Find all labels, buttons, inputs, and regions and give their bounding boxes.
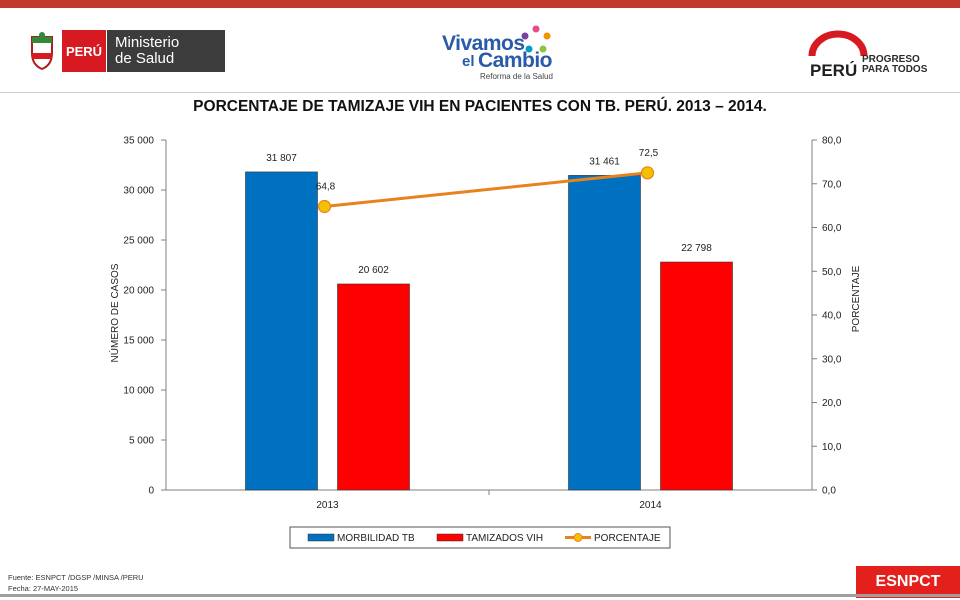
minsa-name-line1: Ministerio — [115, 34, 180, 51]
y2-axis-title: PORCENTAJE — [851, 265, 862, 332]
bar-tamizados-vih — [660, 261, 733, 491]
y-tick-label: 35 000 — [123, 136, 154, 147]
campaign-line2b: Cambio — [478, 49, 553, 72]
brand-tagline: PROGRESO PARA TODOS — [862, 55, 927, 75]
esnpct-badge: ESNPCT — [856, 566, 960, 598]
bar-data-label: 22 798 — [681, 243, 712, 254]
y2-tick-label: 20,0 — [822, 398, 842, 409]
y2-tick-label: 10,0 — [822, 442, 842, 453]
campaign-subtitle: Reforma de la Salud — [480, 72, 553, 81]
y-tick-label: 5 000 — [129, 436, 154, 447]
legend-swatch — [307, 533, 335, 542]
percentage-marker — [640, 166, 655, 180]
legend-label: MORBILIDAD TB — [337, 533, 415, 544]
y2-tick-label: 40,0 — [822, 311, 842, 322]
legend-box — [289, 526, 671, 549]
bar-data-label: 31 461 — [589, 156, 620, 167]
minsa-logo: PERÚ Ministerio de Salud — [26, 30, 225, 72]
legend-swatch — [436, 533, 464, 542]
bar-data-label: 31 807 — [266, 153, 297, 164]
peru-arc-icon: PERÚ — [808, 30, 868, 80]
campaign-logo: Vivamos el Cambio Reforma de la Salud — [442, 24, 554, 81]
y2-tick-label: 30,0 — [822, 354, 842, 365]
y2-tick-label: 0,0 — [822, 486, 836, 497]
percentage-data-label: 64,8 — [316, 182, 336, 193]
chart-title: PORCENTAJE DE TAMIZAJE VIH EN PACIENTES … — [193, 98, 767, 115]
date-label: Fecha: 27-MAY-2015 — [8, 584, 79, 593]
source-label: Fuente: ESNPCT /DGSP /MINSA /PERU — [8, 573, 144, 582]
minsa-country-label: PERÚ — [62, 30, 106, 72]
bottom-divider — [0, 594, 960, 597]
y-axis-title: NÚMERO DE CASOS — [108, 263, 121, 362]
percentage-line — [324, 171, 648, 208]
campaign-line1: Vivamos — [442, 32, 525, 55]
y-tick-label: 15 000 — [123, 336, 154, 347]
y2-tick-label: 80,0 — [822, 136, 842, 147]
source-note: Fuente: ESNPCT /DGSP /MINSA /PERU Fecha:… — [8, 572, 144, 594]
x-tick-label: 2014 — [639, 500, 662, 511]
bar-data-label: 20 602 — [358, 265, 389, 276]
bar-tamizados-vih — [337, 283, 410, 491]
header-divider — [0, 92, 960, 93]
coat-of-arms-icon — [26, 30, 58, 72]
people-circle-icon — [521, 25, 551, 53]
top-accent-bar — [0, 0, 960, 8]
campaign-line2a: el — [462, 53, 475, 70]
percentage-data-label: 72,5 — [639, 148, 659, 159]
x-tick-label: 2013 — [316, 500, 339, 511]
peru-progreso-logo: PERÚ PROGRESO PARA TODOS — [806, 30, 936, 80]
brand-line1: PROGRESO — [862, 54, 920, 65]
brand-word: PERÚ — [810, 61, 857, 80]
legend-label: PORCENTAJE — [594, 533, 661, 544]
minsa-name-label: Ministerio de Salud — [107, 30, 225, 72]
bar-morbilidad-tb — [245, 171, 318, 491]
y-tick-label: 10 000 — [123, 386, 154, 397]
y2-tick-label: 50,0 — [822, 267, 842, 278]
minsa-name-line2: de Salud — [115, 50, 175, 67]
y-tick-label: 25 000 — [123, 236, 154, 247]
y2-tick-label: 60,0 — [822, 223, 842, 234]
percentage-marker — [317, 199, 332, 214]
bar-morbilidad-tb — [568, 175, 641, 491]
y2-tick-label: 70,0 — [822, 179, 842, 190]
y-tick-label: 30 000 — [123, 186, 154, 197]
brand-line2: PARA TODOS — [862, 64, 928, 75]
y-tick-label: 0 — [148, 486, 154, 497]
legend-label: TAMIZADOS VIH — [466, 533, 543, 544]
chart: 0 5 000 10 000 15 000 20 000 25 000 30 000 35 0… — [108, 136, 862, 549]
y-tick-label: 20 000 — [123, 286, 154, 297]
legend-marker-swatch — [573, 533, 583, 542]
